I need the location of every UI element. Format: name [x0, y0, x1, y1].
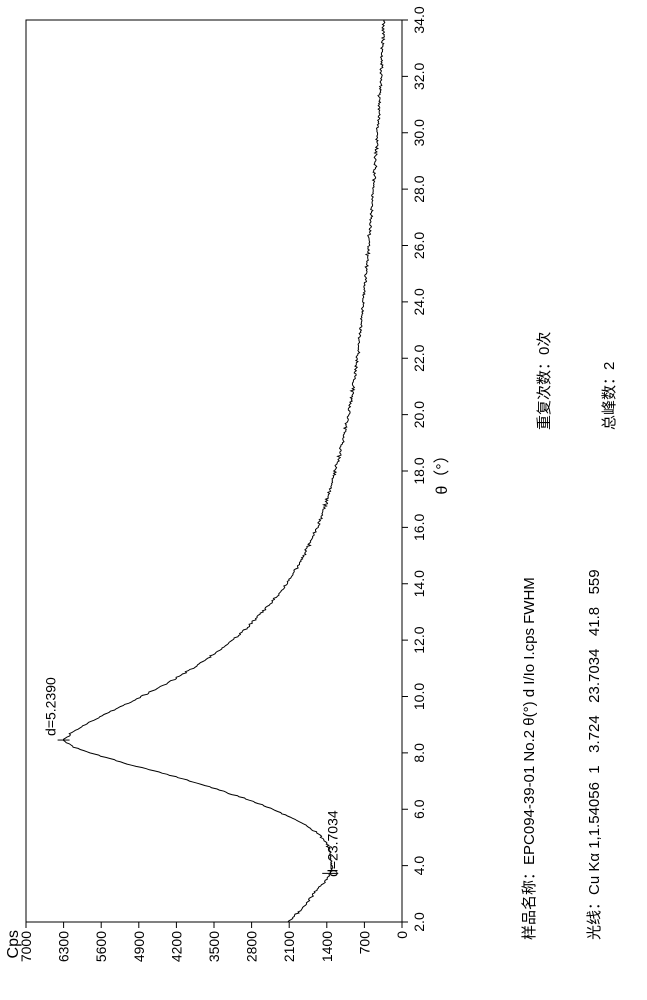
repeat-label: 重复次数：	[536, 355, 553, 430]
x-tick-label: 34.0	[411, 6, 427, 33]
y-tick-label: 0	[394, 931, 410, 939]
x-tick-label: 14.0	[411, 570, 427, 597]
sample-value: EPC094-39-01 No.2 θ(°) d I/Io I.cps FWHM	[521, 577, 538, 865]
peak-label: d=23.7034	[325, 810, 341, 877]
rotated-canvas: 0700140021002800350042004900560063007000…	[0, 0, 647, 1000]
x-tick-label: 2.0	[411, 912, 427, 932]
y-axis-title: Cps	[5, 930, 22, 958]
y-tick-label: 1400	[319, 931, 335, 962]
peak-label: d=5.2390	[43, 677, 59, 736]
x-tick-label: 12.0	[411, 626, 427, 653]
x-tick-label: 6.0	[411, 799, 427, 819]
x-tick-label: 22.0	[411, 344, 427, 371]
x-tick-label: 10.0	[411, 683, 427, 710]
x-axis-title: θ（°）	[433, 447, 451, 494]
peaks-label: 总峰数：	[601, 370, 618, 430]
x-tick-label: 20.0	[411, 401, 427, 428]
peaks-line: 总峰数：2	[599, 239, 621, 430]
y-tick-label: 6300	[56, 931, 72, 962]
x-tick-label: 18.0	[411, 457, 427, 484]
y-tick-label: 2800	[244, 931, 260, 962]
repeat-value: 0次	[536, 332, 553, 355]
y-tick-label: 4200	[168, 931, 184, 962]
xrd-chart: 0700140021002800350042004900560063007000…	[0, 0, 465, 1000]
radiation-value: Cu Kα 1,1.54056	[586, 782, 603, 895]
repeat-line: 重复次数：0次	[534, 239, 556, 430]
y-tick-label: 3500	[206, 931, 222, 962]
chart-and-meta: 0700140021002800350042004900560063007000…	[0, 0, 647, 1000]
y-tick-label: 700	[356, 931, 372, 955]
peaks-value: 2	[601, 362, 618, 370]
metadata-right-block: 重复次数：0次 总峰数：2 最强峰高：1336 总衍射强度：6816060 总静…	[490, 239, 647, 430]
sample-label: 样品名称：	[521, 865, 538, 940]
plot-frame	[26, 20, 402, 922]
x-tick-label: 30.0	[411, 119, 427, 146]
page-root: 0700140021002800350042004900560063007000…	[0, 0, 647, 1000]
radiation-peaks-line: 光线：Cu Kα 1,1.54056 1 3.724 23.7034 41.8 …	[584, 565, 606, 940]
radiation-label: 光线：	[586, 895, 603, 940]
y-tick-label: 5600	[93, 931, 109, 962]
x-tick-label: 24.0	[411, 288, 427, 315]
peak-row-1: 1 3.724 23.7034 41.8 559	[586, 569, 603, 773]
x-tick-label: 4.0	[411, 856, 427, 876]
metadata-left-block: 样品名称：EPC094-39-01 No.2 θ(°) d I/Io I.cps…	[475, 565, 647, 940]
x-tick-label: 32.0	[411, 63, 427, 90]
sample-line: 样品名称：EPC094-39-01 No.2 θ(°) d I/Io I.cps…	[519, 565, 541, 940]
y-tick-label: 2100	[281, 931, 297, 962]
x-tick-label: 8.0	[411, 743, 427, 763]
x-tick-label: 28.0	[411, 175, 427, 202]
y-tick-label: 4900	[131, 931, 147, 962]
x-tick-label: 26.0	[411, 232, 427, 259]
x-tick-label: 16.0	[411, 514, 427, 541]
